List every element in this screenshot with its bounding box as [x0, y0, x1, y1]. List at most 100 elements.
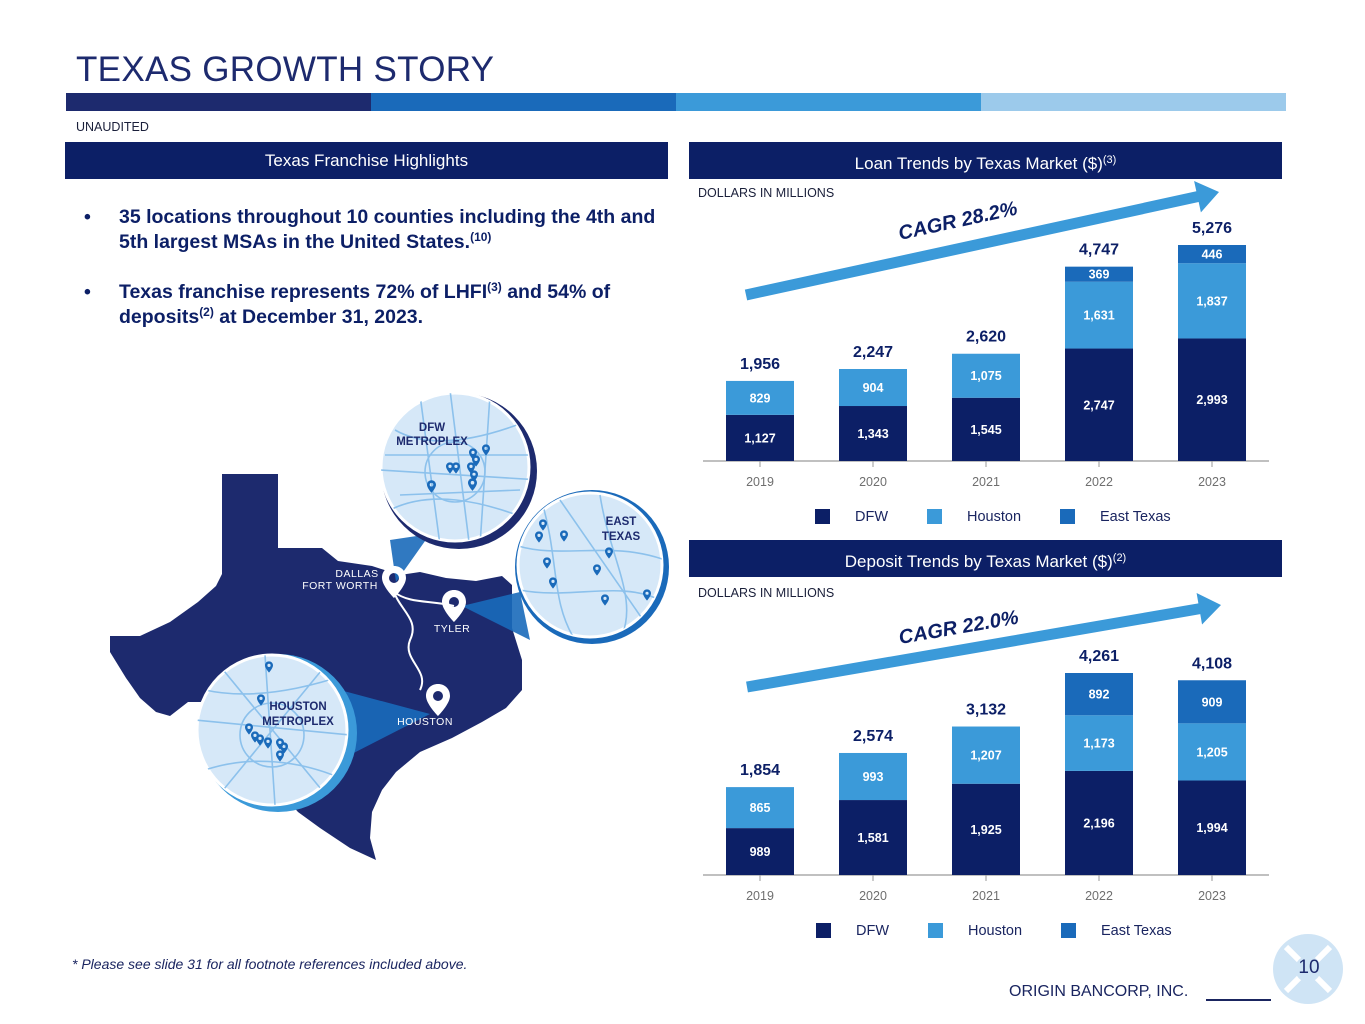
page-number: 10 [1298, 957, 1320, 978]
deposit-cagr-arrow [746, 592, 1222, 693]
loan-total-label: 5,276 [1192, 220, 1232, 237]
deposit-bar-dfw-2020 [839, 800, 907, 875]
band-segment-1 [66, 93, 371, 111]
east-label-2: TEXAS [602, 531, 641, 543]
dfw-pins [427, 444, 490, 493]
deposit-value-label: 892 [1089, 688, 1110, 702]
east-circle-ring [515, 490, 669, 644]
loan-tick-label: 2019 [746, 475, 774, 489]
bullet-1-ref: (10) [470, 230, 492, 244]
loan-legend-label-dfw: DFW [855, 509, 888, 525]
dallas-pin [382, 566, 406, 598]
loan-bar-houston-2023 [1178, 263, 1246, 339]
bullet-2-ref-2: (2) [199, 305, 214, 319]
loan-tick-label: 2021 [972, 475, 1000, 489]
loan-total-label: 2,620 [966, 329, 1006, 346]
city-dallas-2: FORT WORTH [302, 580, 378, 592]
bullet-2-ref-1: (3) [487, 280, 502, 294]
deposit-value-label: 1,173 [1083, 737, 1114, 751]
page-badge-icon [1273, 934, 1343, 1004]
highlights-header-text: Texas Franchise Highlights [264, 151, 469, 170]
dfw-roads [381, 393, 529, 541]
dfw-circle-ring [381, 393, 537, 549]
loan-legend-swatch-east-texas [1060, 509, 1075, 524]
loan-chart-title: Loan Trends by Texas Market ($) [854, 154, 1103, 173]
loan-value-label: 2,747 [1083, 398, 1114, 412]
highlights-header: Texas Franchise Highlights [65, 142, 668, 179]
loan-value-label: 1,837 [1196, 294, 1227, 308]
loan-units-label: DOLLARS IN MILLIONS [698, 186, 835, 200]
loan-bar-houston-2019 [726, 380, 794, 415]
deposit-bar-houston-2023 [1178, 723, 1246, 781]
loan-trends-chart: 1,127 829 1,956 2019 1,343 904 2,247 2020 1,545 1… [703, 181, 1269, 525]
loan-value-label: 904 [863, 381, 884, 395]
band-segment-3 [676, 93, 981, 111]
bullet-1-text: 35 locations throughout 10 counties incl… [119, 206, 656, 253]
deposit-legend-swatch-dfw [816, 923, 831, 938]
company-name: ORIGIN BANCORP, INC. [1009, 983, 1189, 1000]
loan-legend-label-east-texas: East Texas [1100, 509, 1171, 525]
loan-value-label: 1,127 [744, 431, 775, 445]
houston-pin [426, 684, 450, 716]
loan-value-label: 1,631 [1083, 309, 1114, 323]
deposit-tick-label: 2020 [859, 889, 887, 903]
loan-bar-dfw-2021 [952, 397, 1020, 461]
deposit-bar-houston-2020 [839, 752, 907, 801]
loan-tick-label: 2020 [859, 475, 887, 489]
unaudited-label: UNAUDITED [76, 120, 149, 134]
deposit-bar-houston-2019 [726, 787, 794, 829]
deposit-bar-dfw-2019 [726, 828, 794, 875]
deposit-value-label: 989 [750, 845, 771, 859]
deposit-legend-label-houston: Houston [968, 923, 1022, 939]
east-circle [516, 491, 664, 639]
loan-value-label: 1,343 [857, 427, 888, 441]
deposit-total-label: 3,132 [966, 702, 1006, 719]
deposit-tick-label: 2022 [1085, 889, 1113, 903]
bullet-dot-2: • [84, 281, 91, 303]
loan-tick-label: 2023 [1198, 475, 1226, 489]
deposit-bar-dfw-2021 [952, 783, 1020, 875]
deposit-bar-houston-2022 [1065, 715, 1133, 771]
deposit-value-label: 1,925 [970, 823, 1001, 837]
dfw-circle [379, 391, 531, 543]
loan-cagr-arrow [744, 181, 1220, 301]
houston-metro-label-2: METROPLEX [262, 716, 334, 728]
loan-total-label: 1,956 [740, 356, 780, 373]
deposit-trends-chart: 989 865 1,854 2019 1,581 993 2,574 2020 1,925 1,2… [703, 592, 1269, 939]
bullet-2-text-2: and 54% of deposits [119, 281, 611, 328]
page-number-badge: 10 [1272, 933, 1344, 1005]
loan-value-label: 1,545 [970, 423, 1001, 437]
loan-bar-houston-2021 [952, 353, 1020, 398]
footnote: * Please see slide 31 for all footnote r… [72, 956, 468, 972]
deposit-value-label: 1,207 [970, 749, 1001, 763]
deposit-bar-east-texas-2023 [1178, 680, 1246, 724]
loan-value-label: 1,075 [970, 369, 1001, 383]
loan-value-label: 829 [750, 391, 771, 405]
loan-total-label: 2,247 [853, 344, 893, 361]
loan-bar-dfw-2023 [1178, 338, 1246, 461]
deposit-tick-label: 2019 [746, 889, 774, 903]
loan-tick-label: 2022 [1085, 475, 1113, 489]
deposit-total-label: 2,574 [853, 728, 893, 745]
bullet-item-2: • Texas franchise represents 72% of LHFI… [84, 280, 674, 330]
texas-state-shape [110, 474, 522, 860]
loan-legend-swatch-houston [927, 509, 942, 524]
loan-total-label: 4,747 [1079, 242, 1119, 259]
loan-legend-swatch-dfw [815, 509, 830, 524]
deposit-value-label: 909 [1202, 695, 1223, 709]
bullet-2-text-1: Texas franchise represents 72% of LHFI [119, 281, 488, 303]
east-label-1: EAST [606, 516, 637, 528]
loan-bar-east-texas-2022 [1065, 266, 1133, 282]
deposit-legend-swatch-houston [928, 923, 943, 938]
deposit-value-label: 865 [750, 801, 771, 815]
page-title: TEXAS GROWTH STORY [76, 50, 495, 89]
east-pins [535, 519, 651, 606]
loan-bar-dfw-2020 [839, 406, 907, 461]
deposit-bar-dfw-2022 [1065, 770, 1133, 875]
deposit-value-label: 1,205 [1196, 745, 1227, 759]
city-dallas-1: DALLAS [335, 568, 378, 580]
deposit-bar-houston-2021 [952, 726, 1020, 784]
bullet-dot-1: • [84, 206, 91, 228]
band-segment-4 [981, 93, 1286, 111]
deposit-bar-east-texas-2022 [1065, 673, 1133, 716]
